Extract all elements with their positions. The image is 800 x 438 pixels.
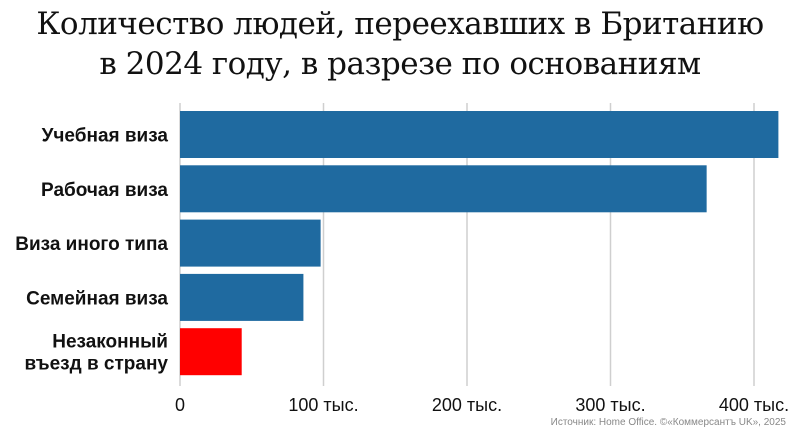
- bar-4: [180, 273, 304, 321]
- category-label: Учебная виза: [42, 126, 169, 147]
- category-label: въезд в страну: [25, 354, 169, 375]
- bar-3: [180, 219, 321, 267]
- category-label: Виза иного типа: [15, 234, 168, 255]
- category-label: Незаконный: [52, 332, 168, 353]
- chart-title-line-2: в 2024 году, в разрезе по основаниям: [99, 46, 701, 82]
- category-label: Рабочая виза: [41, 180, 168, 201]
- bar-5: [180, 328, 242, 376]
- x-tick-label: 200 тыс.: [432, 395, 502, 415]
- x-tick-label: 400 тыс.: [719, 395, 789, 415]
- chart-title: Количество людей, переехавших в Британию…: [0, 4, 800, 84]
- x-tick-label: 0: [175, 395, 185, 415]
- bar-2: [180, 165, 707, 213]
- chart-title-line-1: Количество людей, переехавших в Британию: [36, 6, 764, 42]
- source-note: Источник: Home Office. ©«Коммерсантъ UK»…: [550, 417, 786, 428]
- x-tick-label: 100 тыс.: [288, 395, 358, 415]
- x-tick-label: 300 тыс.: [575, 395, 645, 415]
- bar-1: [180, 111, 779, 158]
- category-label: Семейная виза: [26, 288, 168, 309]
